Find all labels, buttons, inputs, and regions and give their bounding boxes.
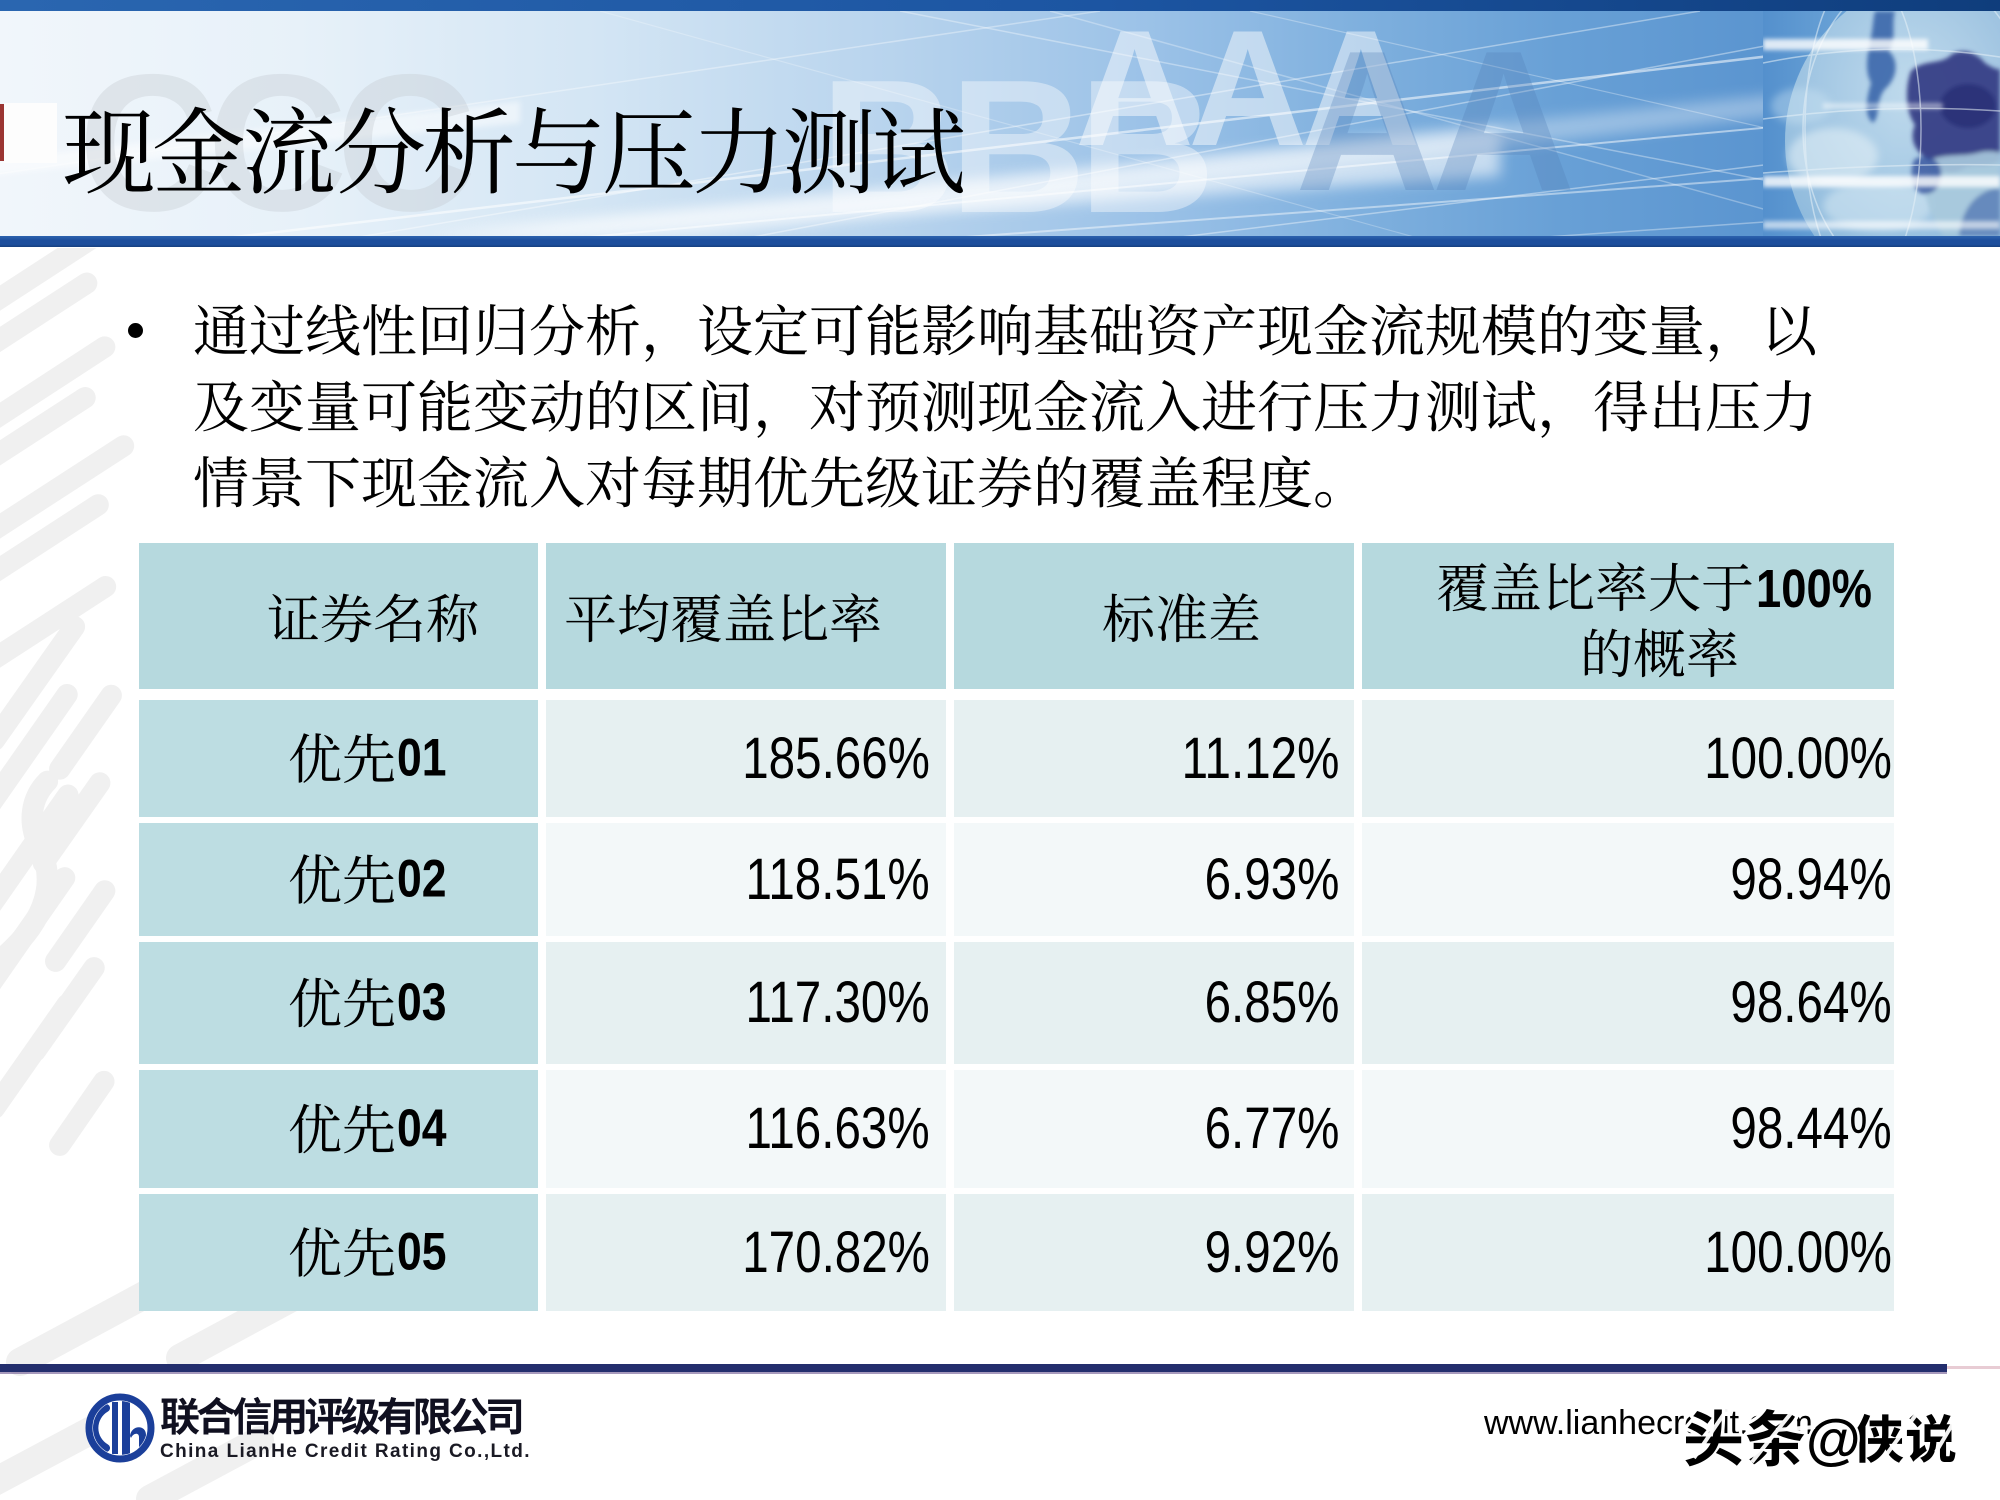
svg-text:03: 03 xyxy=(397,973,447,1031)
svg-text:01: 01 xyxy=(397,729,447,787)
svg-text:02: 02 xyxy=(397,850,447,908)
svg-text:100%: 100% xyxy=(1756,558,1872,619)
svg-text:05: 05 xyxy=(397,1223,447,1281)
svg-text:@: @ xyxy=(1806,1407,1861,1470)
svg-text:04: 04 xyxy=(397,1099,447,1157)
